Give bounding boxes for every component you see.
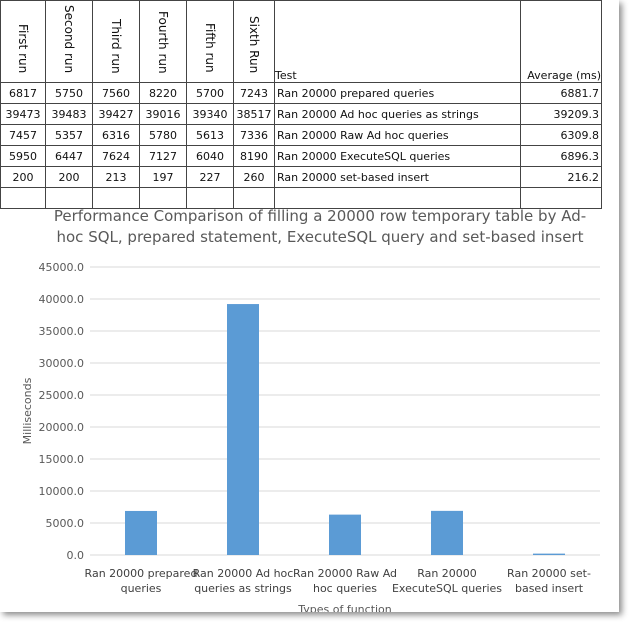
table-cell: 8220 bbox=[139, 82, 187, 105]
header-second-run: Second run bbox=[45, 0, 93, 84]
table-cell: 39473 bbox=[0, 103, 46, 126]
header-test: Test bbox=[274, 0, 521, 84]
bar bbox=[431, 510, 463, 555]
table-cell: 6447 bbox=[45, 145, 93, 168]
x-tick-label: Ran 20000 prepared bbox=[85, 567, 198, 580]
table-row: 39473 39483 39427 39016 39340 38517 Ran … bbox=[0, 103, 602, 126]
table-cell-average: 216.2 bbox=[520, 166, 602, 189]
table-cell: 39483 bbox=[45, 103, 93, 126]
table-cell: 6316 bbox=[92, 124, 140, 147]
table-cell: 5950 bbox=[0, 145, 46, 168]
table-cell: 200 bbox=[45, 166, 93, 189]
chart-title-line: hoc SQL, prepared statement, ExecuteSQL … bbox=[56, 228, 584, 246]
header-first-run: First run bbox=[0, 0, 46, 84]
table-cell: 5780 bbox=[139, 124, 187, 147]
table-cell: 7243 bbox=[233, 82, 275, 105]
table-cell: 39340 bbox=[186, 103, 234, 126]
table-cell: 5613 bbox=[186, 124, 234, 147]
table-row: 7457 5357 6316 5780 5613 7336 Ran 20000 … bbox=[0, 124, 602, 147]
x-tick-label: Ran 20000 Ad hoc bbox=[193, 567, 294, 580]
table-cell: 39016 bbox=[139, 103, 187, 126]
y-tick-label: 10000.0 bbox=[39, 485, 85, 498]
table-cell: 7624 bbox=[92, 145, 140, 168]
bar bbox=[125, 510, 157, 555]
x-axis-label: Types of function bbox=[297, 603, 392, 612]
chart-title-line: Performance Comparison of filling a 2000… bbox=[53, 207, 587, 225]
table-cell: 39427 bbox=[92, 103, 140, 126]
chart-title: Performance Comparison of filling a 2000… bbox=[30, 206, 610, 248]
x-tick-label: queries as strings bbox=[194, 582, 292, 595]
table-row: 200 200 213 197 227 260 Ran 20000 set-ba… bbox=[0, 166, 602, 189]
table-cell-test: Ran 20000 ExecuteSQL queries bbox=[274, 145, 521, 168]
bar bbox=[329, 514, 361, 555]
table-cell: 6817 bbox=[0, 82, 46, 105]
table-cell: 8190 bbox=[233, 145, 275, 168]
header-fifth-run: Fifth run bbox=[186, 0, 234, 84]
table-cell: 200 bbox=[0, 166, 46, 189]
table-cell-test: Ran 20000 Ad hoc queries as strings bbox=[274, 103, 521, 126]
table-cell: 7560 bbox=[92, 82, 140, 105]
screenshot-frame: First run Second run Third run Fourth ru… bbox=[0, 0, 610, 612]
y-tick-label: 45000.0 bbox=[39, 261, 85, 274]
y-tick-label: 0.0 bbox=[67, 549, 85, 562]
table-row: 5950 6447 7624 7127 6040 8190 Ran 20000 … bbox=[0, 145, 602, 168]
y-tick-label: 15000.0 bbox=[39, 453, 85, 466]
table-spacer-row bbox=[0, 187, 602, 210]
table-cell: 6040 bbox=[186, 145, 234, 168]
table-cell-average: 6309.8 bbox=[520, 124, 602, 147]
table-cell: 7457 bbox=[0, 124, 46, 147]
table-cell: 227 bbox=[186, 166, 234, 189]
x-tick-label: based insert bbox=[515, 582, 584, 595]
y-tick-label: 35000.0 bbox=[39, 325, 85, 338]
x-tick-label: Ran 20000 set- bbox=[507, 567, 591, 580]
y-tick-label: 25000.0 bbox=[39, 389, 85, 402]
x-tick-label: queries bbox=[121, 582, 162, 595]
y-tick-label: 30000.0 bbox=[39, 357, 85, 370]
table-cell-average: 39209.3 bbox=[520, 103, 602, 126]
y-tick-label: 5000.0 bbox=[46, 517, 85, 530]
table-cell-average: 6881.7 bbox=[520, 82, 602, 105]
table-cell: 5750 bbox=[45, 82, 93, 105]
bar bbox=[533, 553, 565, 555]
bar bbox=[227, 304, 259, 555]
results-table: First run Second run Third run Fourth ru… bbox=[0, 0, 602, 210]
y-axis-label: Milliseconds bbox=[21, 377, 34, 444]
header-average: Average (ms) bbox=[520, 0, 602, 84]
table-cell: 38517 bbox=[233, 103, 275, 126]
x-tick-label: Ran 20000 Raw Ad bbox=[293, 567, 397, 580]
table-cell-average: 6896.3 bbox=[520, 145, 602, 168]
table-cell: 5700 bbox=[186, 82, 234, 105]
table-cell: 260 bbox=[233, 166, 275, 189]
table-header-row: First run Second run Third run Fourth ru… bbox=[0, 0, 602, 84]
table-cell: 7127 bbox=[139, 145, 187, 168]
table-cell: 213 bbox=[92, 166, 140, 189]
y-tick-label: 40000.0 bbox=[39, 293, 85, 306]
header-fourth-run: Fourth run bbox=[139, 0, 187, 84]
y-tick-label: 20000.0 bbox=[39, 421, 85, 434]
header-third-run: Third run bbox=[92, 0, 140, 84]
table-cell-test: Ran 20000 prepared queries bbox=[274, 82, 521, 105]
x-tick-label: Ran 20000 bbox=[417, 567, 477, 580]
table-cell: 7336 bbox=[233, 124, 275, 147]
table-cell-test: Ran 20000 set-based insert bbox=[274, 166, 521, 189]
header-sixth-run: Sixth Run bbox=[233, 0, 275, 84]
table-cell: 5357 bbox=[45, 124, 93, 147]
table-cell-test: Ran 20000 Raw Ad hoc queries bbox=[274, 124, 521, 147]
x-tick-label: ExecuteSQL queries bbox=[392, 582, 502, 595]
x-tick-label: hoc queries bbox=[313, 582, 377, 595]
table-cell: 197 bbox=[139, 166, 187, 189]
table-row: 6817 5750 7560 8220 5700 7243 Ran 20000 … bbox=[0, 82, 602, 105]
